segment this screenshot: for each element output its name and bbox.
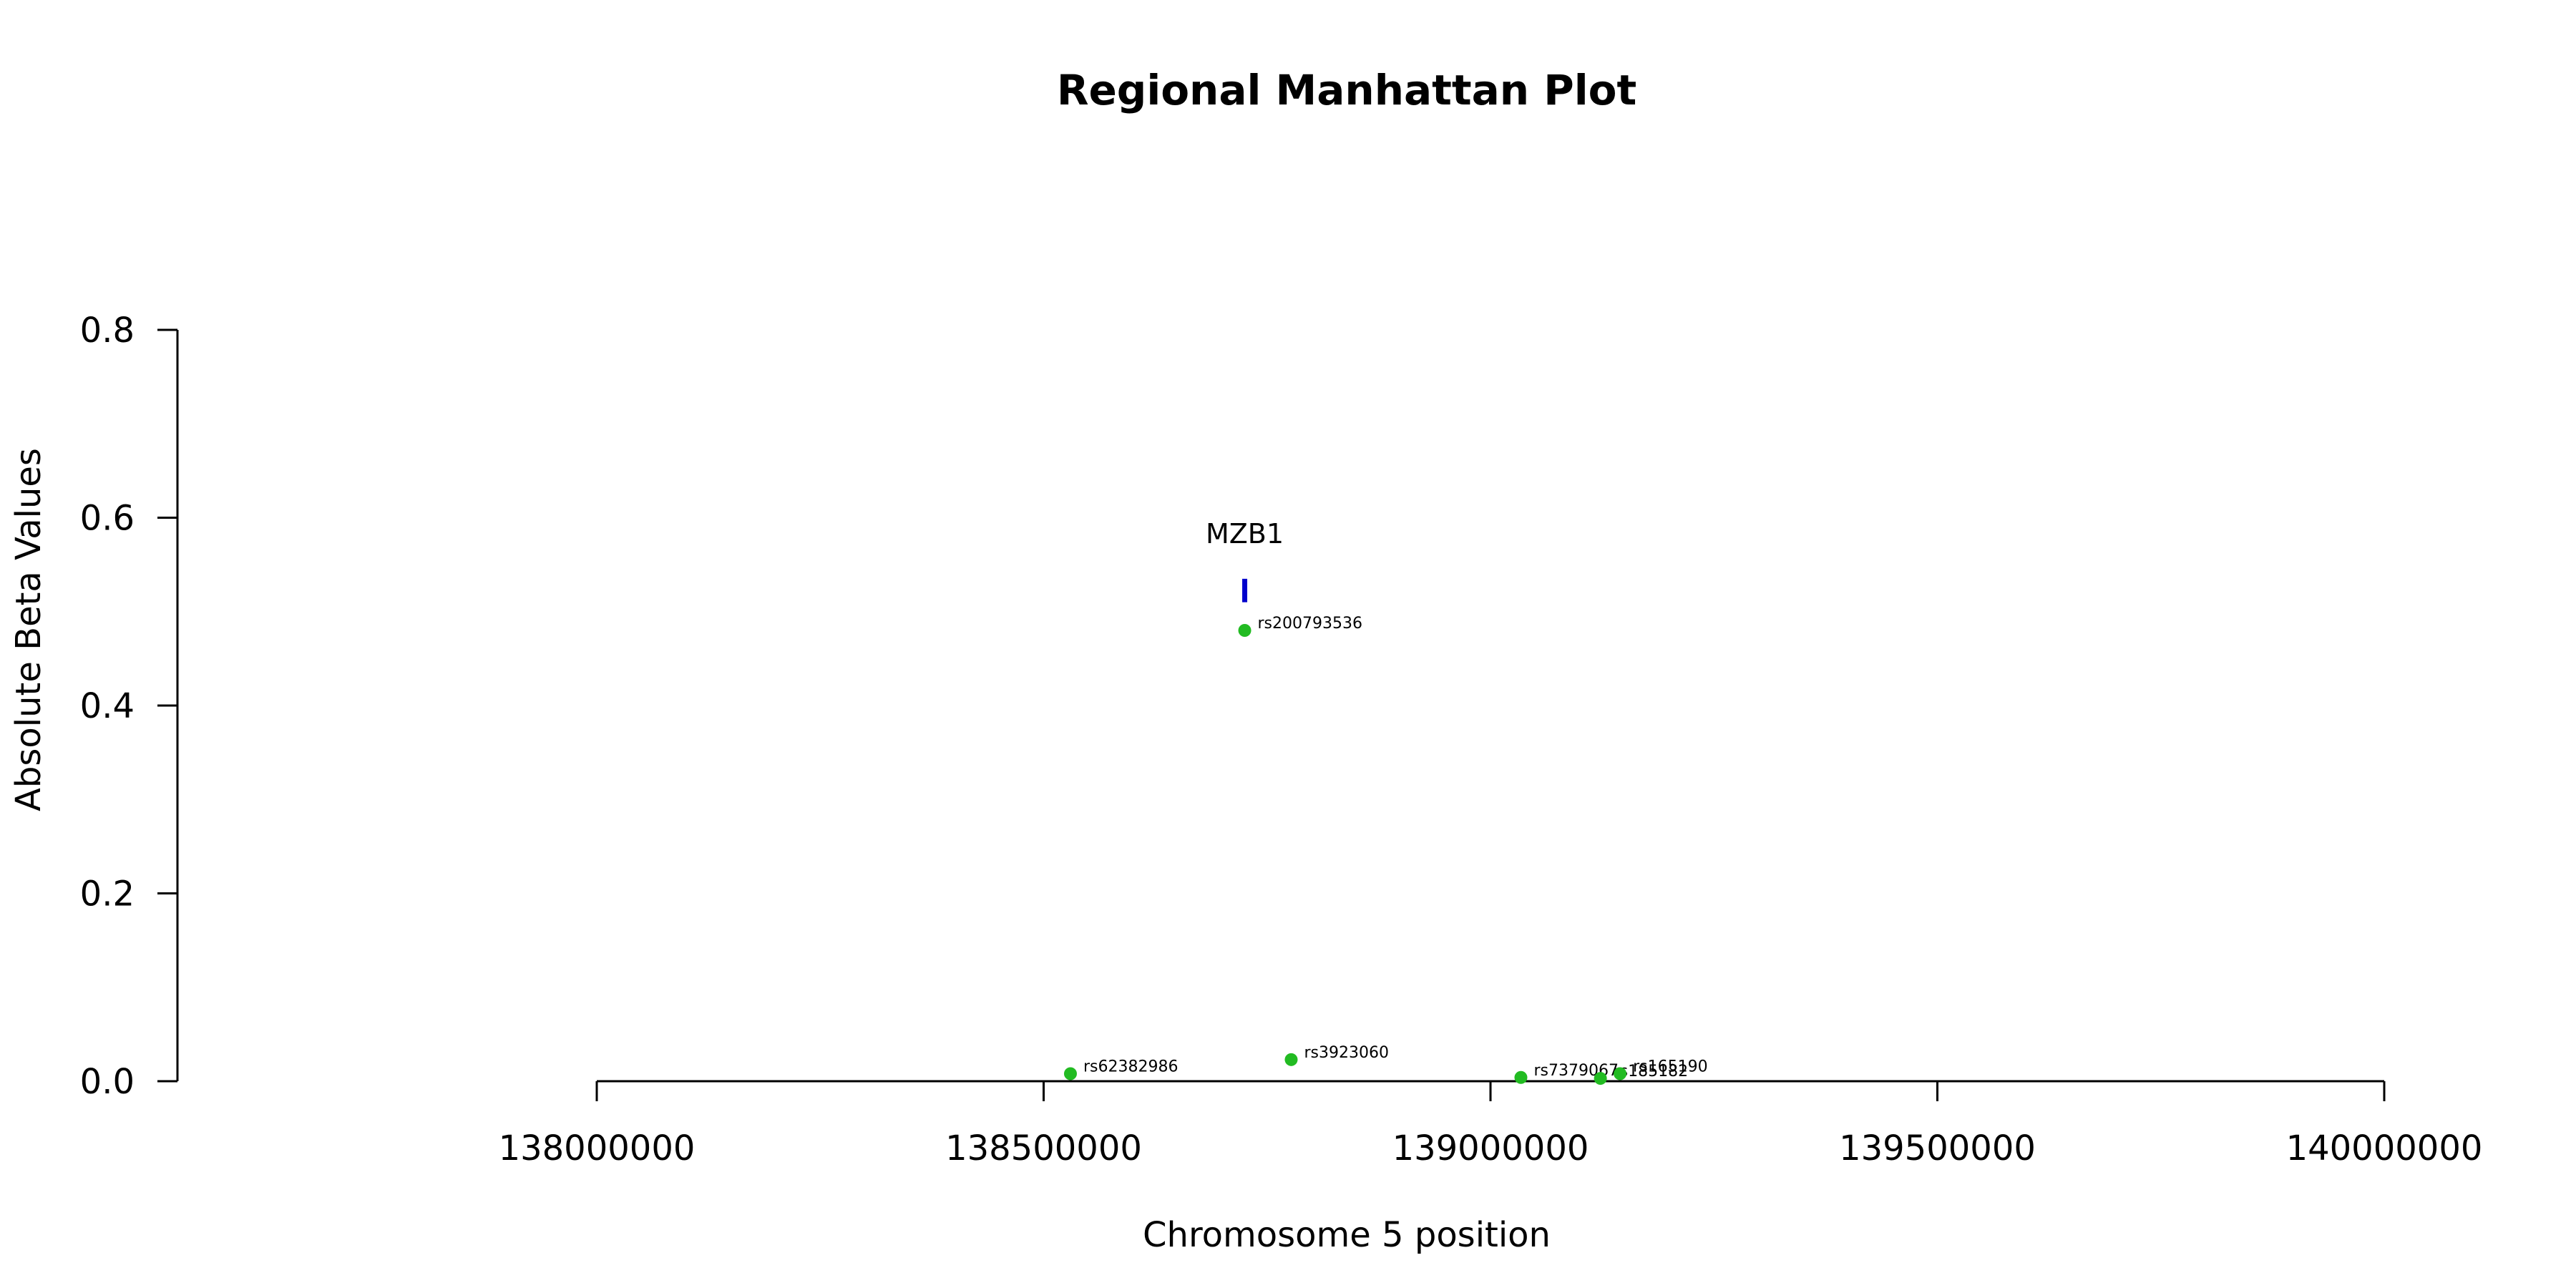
snp-point (1614, 1067, 1627, 1080)
y-tick-label: 0.0 (80, 1062, 135, 1102)
snp-label: rs3923060 (1304, 1044, 1389, 1062)
chart-title: Regional Manhattan Plot (1057, 66, 1636, 114)
snp-points: rs62382986rs200793536rs3923060rs7379067r… (1063, 615, 1708, 1085)
x-tick-label: 138000000 (499, 1128, 696, 1169)
x-axis-label: Chromosome 5 position (1143, 1215, 1551, 1255)
y-tick-label: 0.6 (80, 499, 135, 539)
snp-point (1514, 1070, 1528, 1084)
snp-label: rs200793536 (1258, 615, 1362, 633)
snp-point (1238, 624, 1252, 637)
snp-label: rs165190 (1633, 1058, 1708, 1076)
y-tick-label: 0.4 (80, 686, 135, 726)
snp-point (1594, 1072, 1607, 1085)
snp-point (1284, 1053, 1298, 1066)
gene-label: MZB1 (1206, 518, 1284, 550)
gene-markers: MZB1 (1206, 518, 1284, 602)
y-axis-label: Absolute Beta Values (9, 448, 49, 811)
y-tick-label: 0.2 (80, 874, 135, 914)
x-tick-label: 139500000 (1839, 1128, 2036, 1169)
snp-point (1063, 1067, 1077, 1080)
x-tick-label: 139000000 (1392, 1128, 1589, 1169)
x-tick-label: 140000000 (2286, 1128, 2483, 1169)
x-tick-label: 138500000 (945, 1128, 1142, 1169)
snp-label: rs62382986 (1083, 1058, 1178, 1076)
x-axis: 138000000 138500000 139000000 139500000 1400… (499, 1080, 2483, 1169)
y-axis: 0.0 0.2 0.4 0.6 0.8 (80, 311, 179, 1102)
y-tick-label: 0.8 (80, 311, 135, 351)
